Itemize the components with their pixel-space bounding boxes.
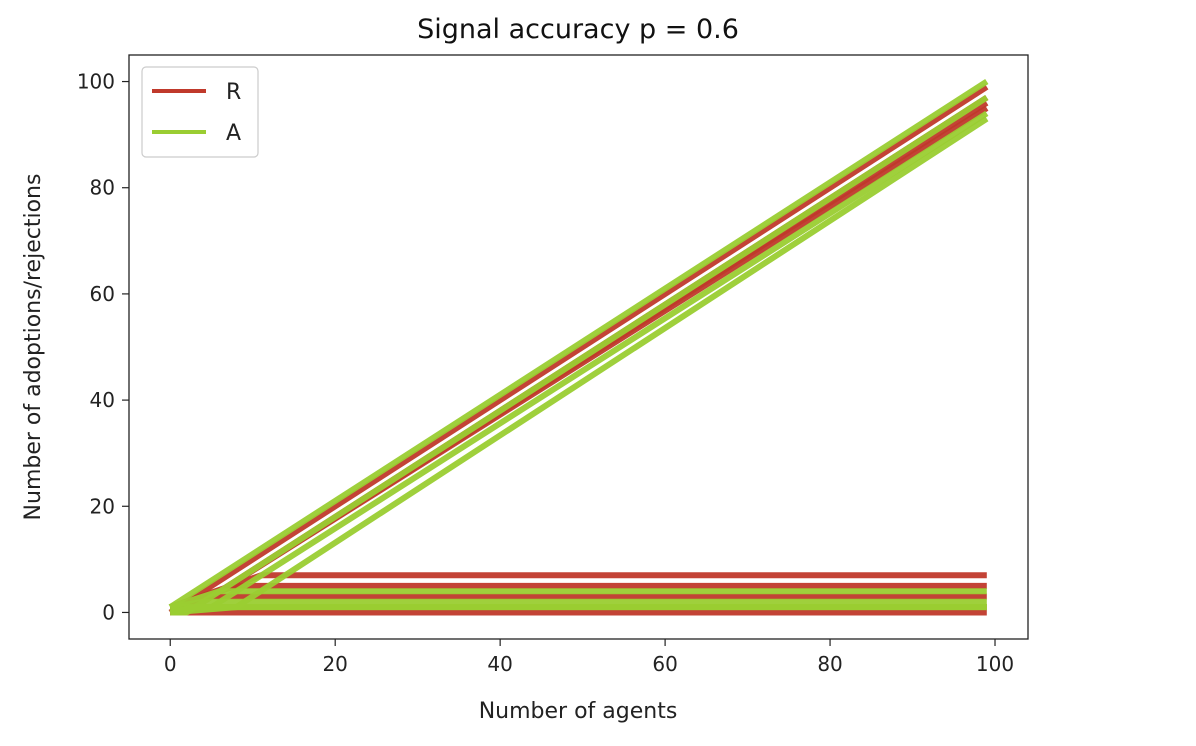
y-axis: 0 20 40 60 80 100: [77, 70, 129, 624]
x-tick-label: 20: [322, 652, 347, 676]
x-axis-label: Number of agents: [479, 699, 678, 724]
x-tick-label: 40: [487, 652, 512, 676]
y-tick-label: 20: [90, 494, 115, 518]
legend-label-a: A: [226, 121, 241, 146]
chart-title: Signal accuracy p = 0.6: [417, 14, 739, 45]
legend-label-r: R: [226, 80, 241, 105]
y-tick-label: 0: [102, 600, 115, 624]
x-tick-label: 0: [164, 652, 177, 676]
y-tick-label: 40: [90, 388, 115, 412]
series-a-run-7: [169, 604, 987, 616]
series-r-run-0: [168, 84, 989, 616]
y-axis-label: Number of adoptions/rejections: [21, 174, 46, 521]
x-tick-label: 80: [817, 652, 842, 676]
x-axis: 0 20 40 60 80 100: [164, 639, 1014, 676]
y-tick-label: 100: [77, 70, 115, 94]
series-a-run-6: [169, 588, 987, 610]
y-tick-label: 60: [90, 282, 115, 306]
x-tick-label: 60: [652, 652, 677, 676]
x-tick-label: 100: [976, 652, 1014, 676]
series-layer: [168, 78, 989, 616]
y-tick-label: 80: [90, 176, 115, 200]
plot-area: [128, 54, 1029, 640]
series-a-run-0: [168, 78, 989, 610]
plot-frame: [128, 54, 1029, 640]
legend: R A: [141, 66, 259, 158]
